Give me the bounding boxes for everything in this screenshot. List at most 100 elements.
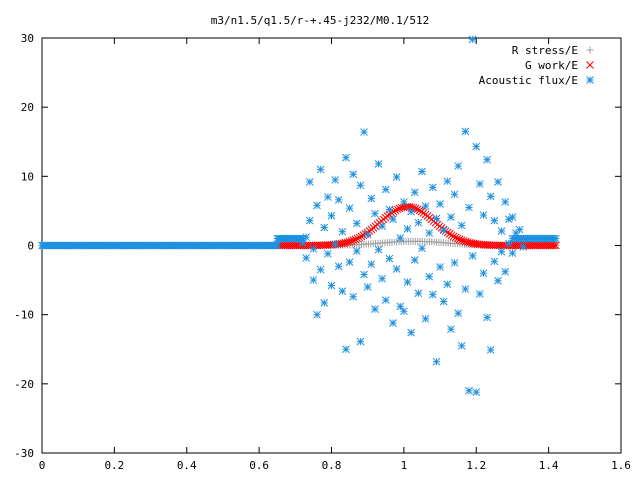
y-tick-label: -20	[14, 378, 34, 391]
data-point	[392, 173, 401, 181]
x-tick-label: 1	[401, 459, 408, 472]
data-point	[345, 237, 354, 246]
data-point	[410, 256, 419, 264]
data-point	[468, 252, 477, 260]
x-tick-label: 0.6	[249, 459, 269, 472]
y-tick-label: -30	[14, 447, 34, 460]
data-point	[508, 213, 517, 221]
data-point	[345, 258, 354, 266]
data-point	[457, 236, 466, 245]
y-tick-label: 20	[21, 101, 34, 114]
data-point	[450, 258, 459, 267]
data-point	[331, 175, 339, 184]
data-point	[367, 260, 376, 269]
data-point	[342, 345, 350, 354]
data-point	[381, 296, 390, 304]
data-point	[447, 213, 455, 221]
data-point	[443, 280, 452, 289]
data-point	[428, 183, 437, 192]
data-point	[476, 180, 484, 188]
data-point	[327, 281, 336, 290]
data-point	[393, 205, 402, 214]
data-point	[331, 240, 339, 248]
data-point	[313, 201, 321, 210]
data-point	[349, 236, 358, 245]
data-point	[425, 272, 434, 281]
data-point	[449, 232, 458, 241]
data-point	[378, 222, 387, 230]
series-2	[38, 35, 560, 396]
data-point	[494, 178, 502, 186]
data-point	[407, 207, 415, 216]
data-point	[483, 155, 491, 164]
data-point	[347, 237, 356, 245]
data-point	[550, 241, 558, 250]
data-point	[352, 247, 361, 255]
data-point	[483, 313, 491, 322]
data-point	[439, 297, 448, 306]
data-point	[414, 218, 423, 227]
data-point	[451, 233, 460, 242]
data-point	[461, 127, 470, 136]
data-point	[465, 386, 473, 395]
data-point	[360, 128, 368, 136]
x-tick-label: 0.2	[104, 459, 124, 472]
data-point	[302, 233, 311, 242]
legend-marker	[586, 76, 594, 84]
data-point	[349, 292, 358, 301]
y-tick-label: -10	[14, 309, 34, 322]
data-point	[476, 290, 484, 298]
data-point	[504, 239, 513, 248]
data-point	[374, 245, 383, 254]
x-tick-label: 0.4	[177, 459, 197, 472]
data-point	[334, 262, 343, 271]
axes-layer: 0 0.2 0.4 0.6 0.8 1 1.2 1.4 1.6 -30 -20 -10 0 10 20 30	[14, 32, 631, 472]
data-point	[453, 234, 462, 243]
data-point	[316, 165, 325, 174]
x-tick-label: 0.8	[322, 459, 342, 472]
data-point	[351, 235, 360, 244]
data-point	[436, 200, 444, 208]
data-point	[486, 192, 495, 201]
data-point	[360, 270, 368, 279]
data-point	[490, 216, 499, 225]
data-point	[342, 153, 350, 162]
legend: R stress/E G work/E Acoustic flux/E	[479, 44, 594, 87]
chart-title: m3/n1.5/q1.5/r-+.45-j232/M0.1/512	[211, 14, 430, 27]
data-point	[447, 231, 456, 240]
data-point	[465, 203, 473, 212]
data-point	[356, 337, 365, 346]
data-point	[385, 254, 394, 263]
data-point	[309, 245, 318, 253]
data-point	[504, 215, 513, 224]
data-point	[494, 276, 502, 285]
data-point	[454, 309, 463, 318]
data-point	[273, 241, 282, 250]
data-point	[486, 346, 495, 354]
data-point	[356, 181, 365, 190]
data-point	[363, 230, 372, 239]
data-point	[421, 314, 430, 323]
data-point	[411, 204, 420, 213]
series-layer	[38, 35, 560, 396]
data-point	[389, 215, 397, 224]
data-point	[378, 274, 387, 283]
data-point	[349, 170, 358, 179]
data-point	[324, 249, 332, 258]
data-point	[552, 234, 560, 243]
data-point	[396, 234, 405, 242]
y-tick-label: 0	[27, 240, 34, 253]
data-point	[468, 35, 477, 44]
data-point	[508, 249, 517, 257]
data-point	[363, 283, 372, 291]
legend-label: Acoustic flux/E	[479, 74, 578, 87]
series-1	[273, 202, 560, 250]
x-tick-label: 0	[39, 459, 46, 472]
data-point	[400, 198, 408, 206]
data-point	[327, 211, 336, 220]
y-tick-label: 30	[21, 32, 34, 45]
x-tick-label: 1.4	[539, 459, 559, 472]
data-point	[396, 302, 405, 311]
data-point	[355, 233, 364, 242]
data-point	[407, 328, 415, 337]
